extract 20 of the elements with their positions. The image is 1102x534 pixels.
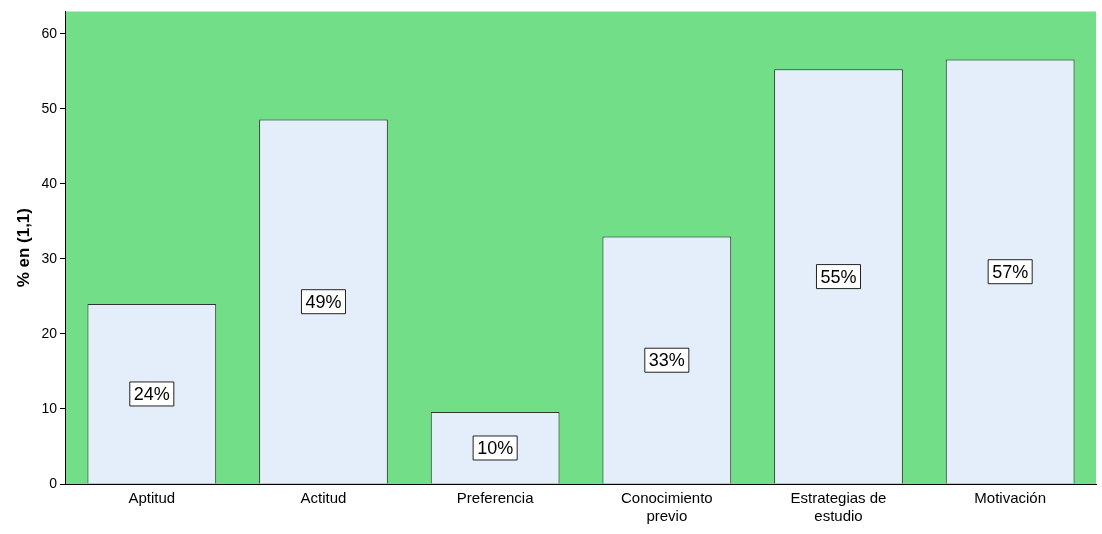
data-label: 49% <box>305 291 342 312</box>
y-tick-label: 40 <box>41 174 58 191</box>
x-tick-label: Aptitud <box>128 489 176 507</box>
data-label: 33% <box>648 350 685 371</box>
data-label: 55% <box>820 266 857 287</box>
x-tick-label: Estrategias de estudio <box>790 489 887 525</box>
y-tick-label: 0 <box>49 474 58 491</box>
y-tick-label: 20 <box>41 324 58 341</box>
y-tick-label: 60 <box>41 24 58 41</box>
x-tick-label: Actitud <box>300 489 347 507</box>
y-tick-label: 10 <box>41 399 58 416</box>
x-tick-label: Motivación <box>974 489 1047 507</box>
y-axis-title: % en (1,1) <box>13 208 33 288</box>
data-label: 57% <box>992 261 1029 282</box>
y-tick-label: 50 <box>41 99 58 116</box>
x-tick-label: Preferencia <box>456 489 535 507</box>
data-label: 10% <box>477 437 514 458</box>
y-tick-label: 30 <box>41 249 58 266</box>
x-tick-label: Conocimiento previo <box>620 489 713 525</box>
data-label: 24% <box>133 383 170 404</box>
